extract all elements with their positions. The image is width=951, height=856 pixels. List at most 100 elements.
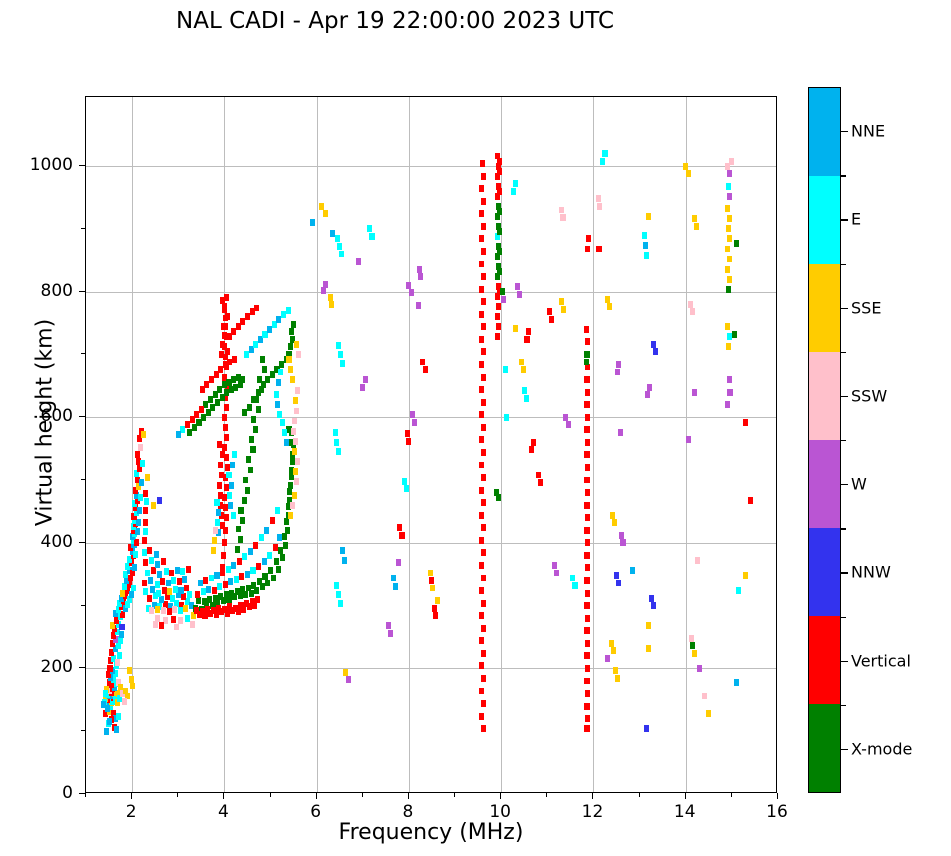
data-point [392, 583, 398, 591]
data-point [647, 383, 653, 391]
data-point [253, 340, 259, 348]
data-point [143, 588, 149, 596]
data-point [277, 411, 283, 419]
data-point [524, 335, 530, 343]
data-point [283, 438, 289, 446]
data-point [643, 725, 650, 733]
data-point [385, 622, 391, 630]
y-tick-mark [79, 165, 85, 167]
data-point [287, 487, 293, 495]
data-point [495, 283, 501, 291]
data-point [235, 323, 241, 331]
data-point [155, 560, 161, 568]
data-point [645, 391, 651, 399]
data-point [144, 497, 150, 505]
data-point [479, 436, 485, 444]
data-point [418, 273, 424, 281]
data-point [233, 575, 239, 583]
data-point [286, 350, 292, 358]
data-point [245, 456, 251, 464]
data-point [323, 280, 329, 288]
data-point [134, 539, 140, 547]
x-tick-mark [684, 793, 686, 799]
data-point [481, 248, 487, 255]
data-point [277, 534, 283, 542]
gridline-horizontal [86, 417, 776, 419]
data-point [258, 386, 264, 394]
colorbar-tick-mark [841, 219, 848, 221]
data-point [584, 501, 590, 509]
colorbar-boundary-tick [841, 351, 846, 354]
data-point [118, 594, 124, 602]
data-point [611, 647, 617, 655]
data-point [323, 210, 329, 218]
colorbar-tick-mark [841, 748, 848, 751]
data-point [106, 687, 112, 695]
data-point [115, 642, 121, 650]
data-point [397, 524, 403, 532]
data-point [584, 577, 590, 584]
x-minor-tick-mark [730, 793, 732, 797]
data-point [288, 511, 294, 519]
data-point [206, 585, 212, 593]
x-minor-tick-mark [361, 793, 363, 797]
data-point [355, 258, 361, 265]
data-point [225, 565, 231, 573]
data-point [217, 583, 223, 591]
data-point [726, 235, 732, 243]
data-point [346, 676, 352, 684]
data-point [249, 598, 255, 606]
data-point [189, 621, 195, 628]
data-point [251, 396, 257, 404]
data-point [338, 350, 344, 358]
data-point [688, 634, 694, 642]
colorbar [808, 87, 841, 793]
data-point [246, 403, 252, 411]
data-point [479, 687, 485, 695]
data-point [137, 494, 143, 502]
data-point [154, 605, 161, 613]
data-point [104, 705, 110, 713]
data-point [244, 570, 250, 578]
data-point [126, 555, 132, 563]
data-point [597, 202, 603, 210]
data-point [102, 710, 108, 718]
gridline-horizontal [86, 668, 776, 670]
data-point [132, 516, 138, 524]
data-point [585, 363, 591, 371]
data-point [191, 423, 197, 431]
data-point [203, 401, 209, 409]
data-point [309, 219, 315, 227]
data-point [120, 690, 126, 697]
data-point [208, 609, 214, 617]
data-point [226, 595, 232, 603]
colorbar-segment-nne [809, 88, 840, 176]
y-tick-mark [79, 541, 85, 543]
data-point [115, 605, 121, 613]
data-point [210, 607, 216, 615]
data-point [585, 489, 591, 497]
data-point [274, 366, 280, 373]
data-point [272, 544, 278, 552]
data-point [694, 222, 700, 230]
data-point [221, 413, 227, 421]
data-point [731, 330, 737, 338]
data-point [278, 368, 284, 376]
data-point [106, 696, 112, 704]
data-point [238, 602, 244, 610]
data-point [683, 162, 689, 170]
data-point [240, 376, 246, 384]
data-point [227, 358, 233, 366]
data-point [170, 594, 176, 602]
data-point [200, 588, 206, 596]
data-point [116, 599, 122, 607]
data-point [495, 222, 501, 230]
y-tick-mark [79, 667, 85, 669]
y-minor-tick-mark [81, 730, 85, 732]
data-point [275, 401, 281, 409]
data-point [253, 541, 259, 549]
data-point [222, 580, 228, 588]
data-point [271, 320, 277, 328]
data-point [290, 335, 296, 343]
data-point [291, 441, 297, 449]
